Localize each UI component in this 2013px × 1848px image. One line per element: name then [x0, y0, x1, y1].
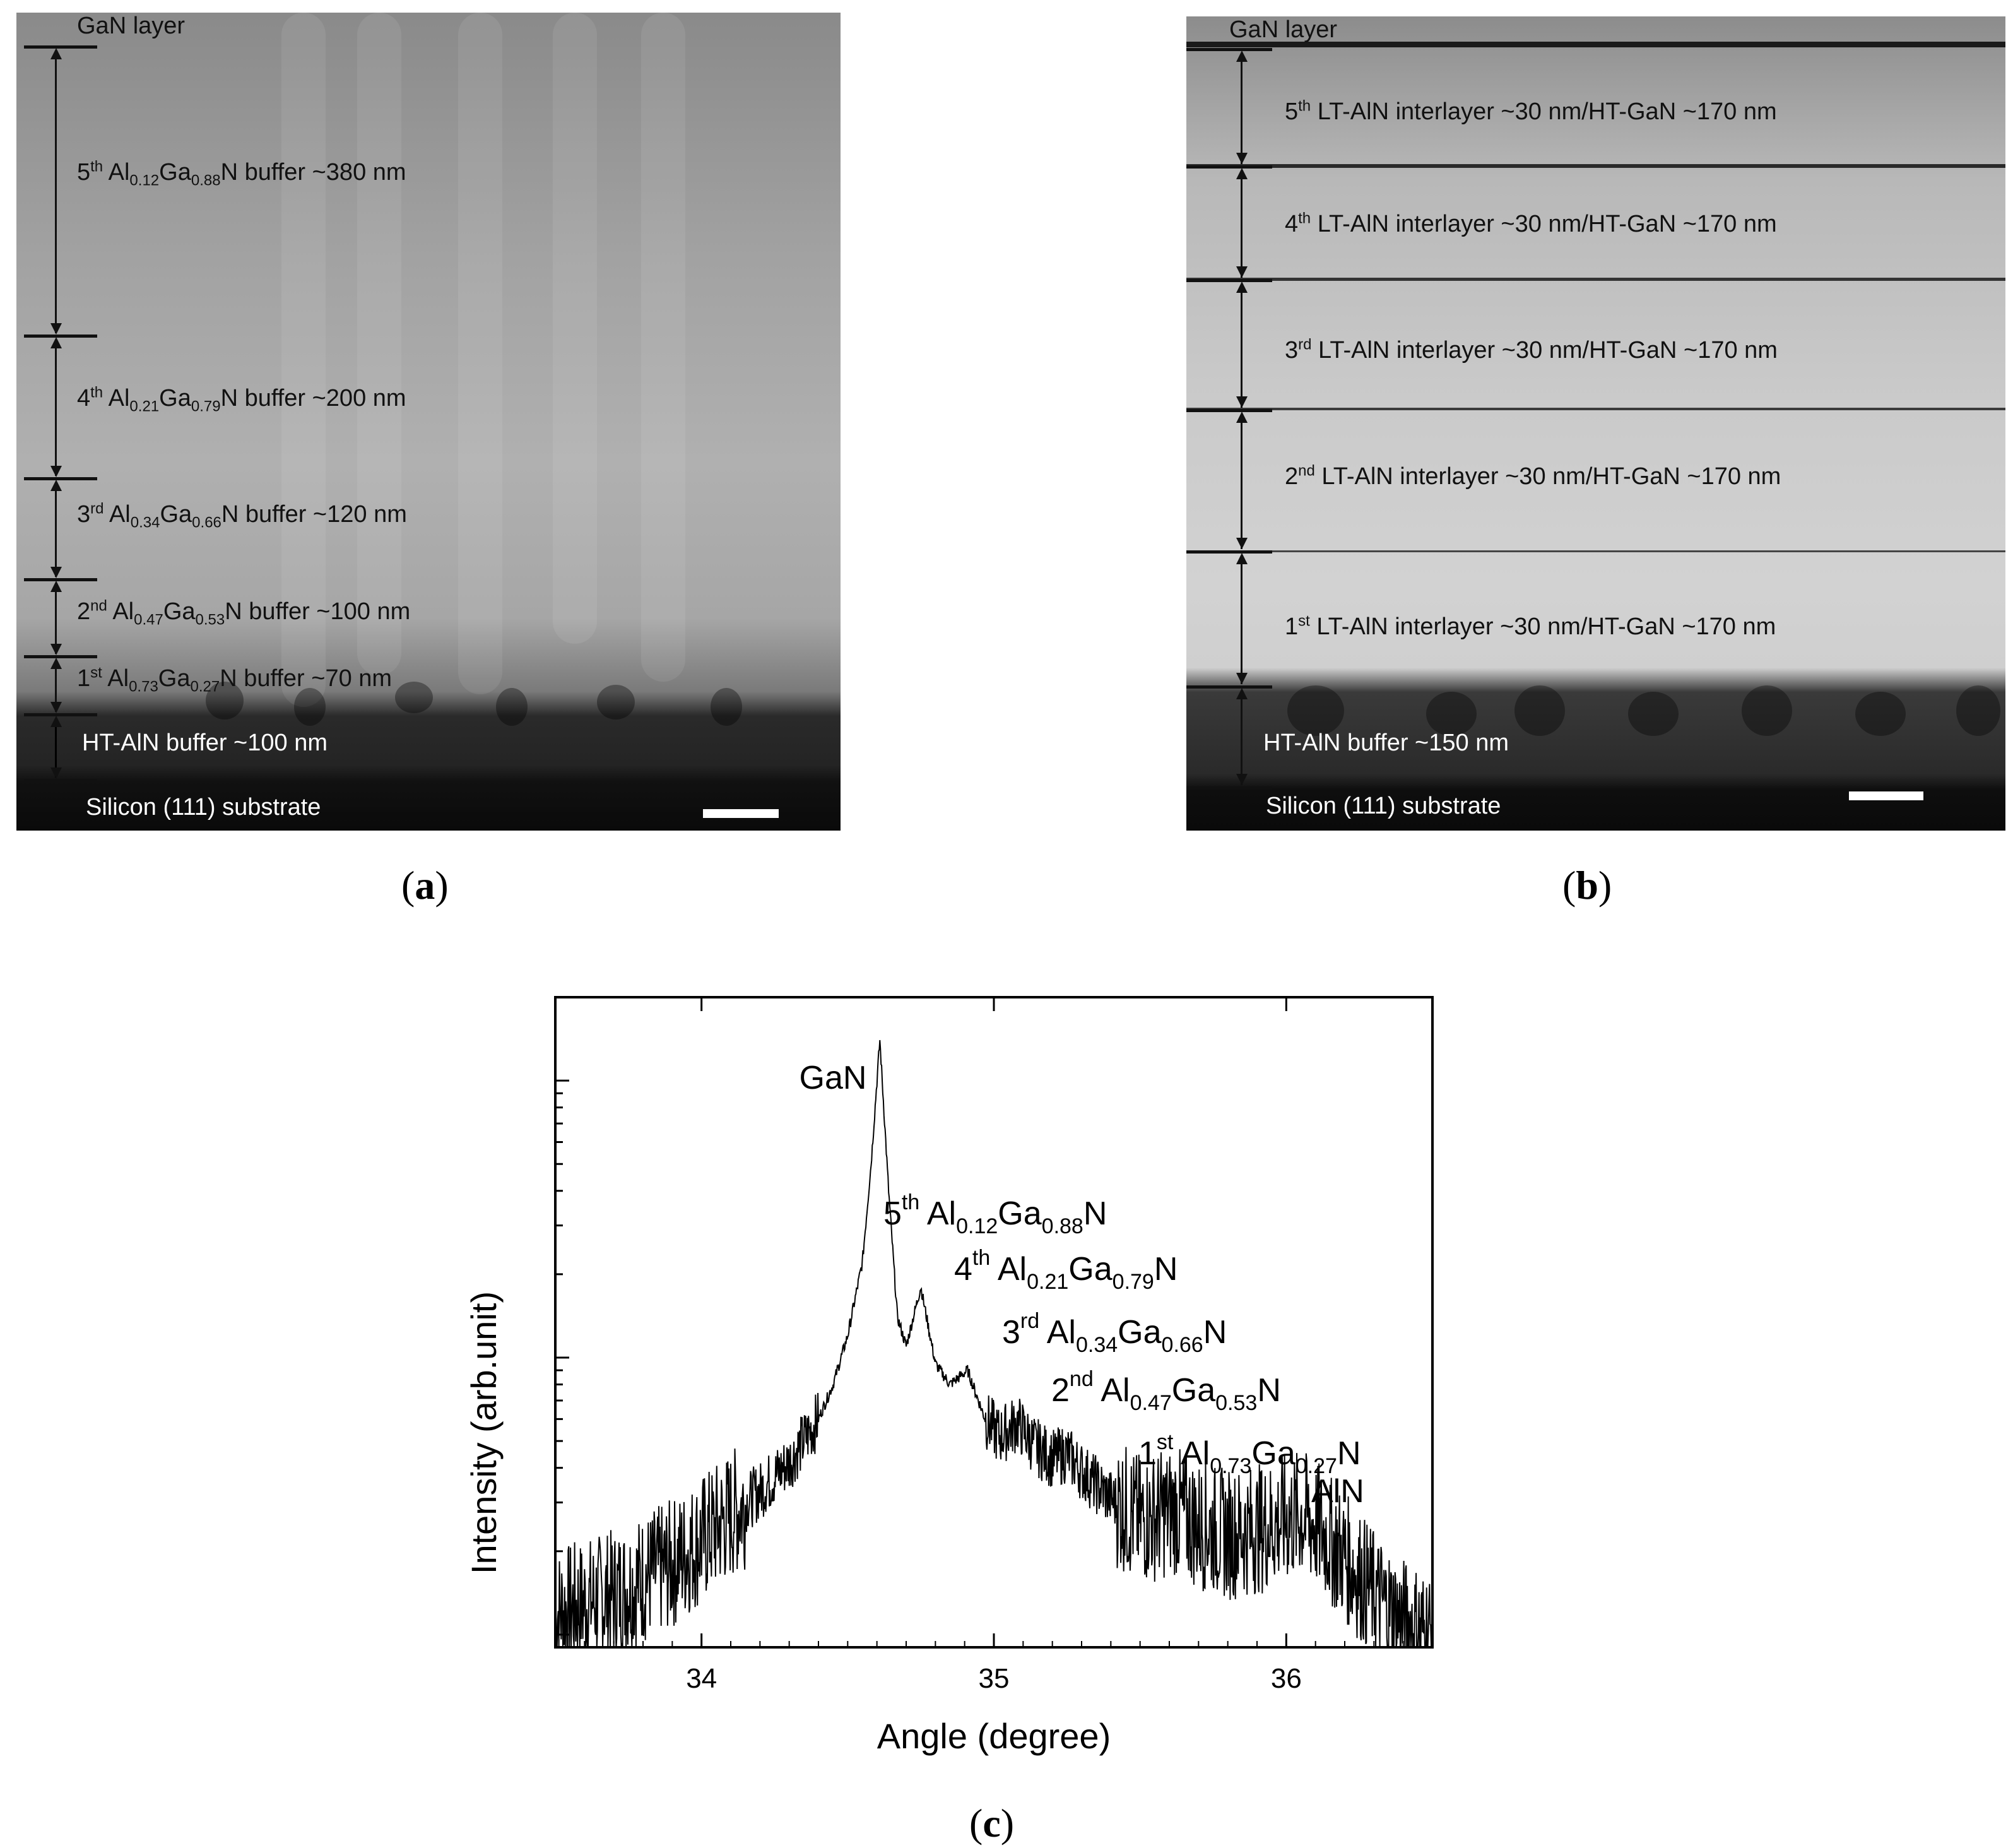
peak-label-part: 3 — [1002, 1314, 1020, 1351]
scale-bar-b — [1849, 791, 1923, 800]
peak-label-part: Al — [990, 1251, 1027, 1288]
peak-label-part: 0.47 — [1130, 1391, 1172, 1415]
peak-label-part: th — [972, 1246, 990, 1270]
peak-label: AlN — [1311, 1473, 1364, 1510]
x-tick-label: 34 — [686, 1663, 717, 1694]
gan-layer-label-a: GaN layer — [77, 13, 186, 39]
peak-label-part: N — [1337, 1435, 1361, 1472]
peak-label: 2nd Al0.47Ga0.53N — [1051, 1367, 1281, 1415]
peak-label-part: 0.53 — [1215, 1391, 1257, 1415]
peak-label-part: rd — [1020, 1309, 1039, 1333]
peak-label-part: N — [1203, 1314, 1227, 1351]
peak-label-part: Ga — [998, 1195, 1041, 1232]
x-tick-label: 35 — [979, 1663, 1010, 1694]
peak-label-part: 0.88 — [1042, 1214, 1083, 1238]
peak-label-part: 0.27 — [1296, 1454, 1337, 1478]
plot-frame — [554, 996, 1434, 1649]
layer-label-b-1: 1st LT-AlN interlayer ~30 nm/HT-GaN ~170… — [1285, 612, 1776, 640]
peak-label-part: N — [1083, 1195, 1107, 1232]
tem-image-a: GaN layer 5th Al0.12Ga0.88N buffer ~380 … — [16, 13, 841, 831]
peak-label-part: 0.12 — [956, 1214, 998, 1238]
x-axis-label: Angle (degree) — [877, 1716, 1111, 1756]
scale-bar-a — [703, 809, 779, 818]
peak-label-part: Al — [919, 1195, 956, 1232]
peak-label: 4th Al0.21Ga0.79N — [954, 1246, 1178, 1294]
substrate-label-a: Silicon (111) substrate — [86, 794, 321, 820]
peak-label-part: th — [902, 1190, 919, 1214]
peak-label-part: nd — [1070, 1367, 1094, 1391]
peak-label: 3rd Al0.34Ga0.66N — [1002, 1309, 1227, 1357]
layer-label-b-4: 4th LT-AlN interlayer ~30 nm/HT-GaN ~170… — [1285, 210, 1777, 237]
x-tick-label: 36 — [1271, 1663, 1302, 1694]
ht-buffer-label-a: HT-AlN buffer ~100 nm — [82, 730, 328, 756]
peak-label-part: N — [1154, 1251, 1178, 1288]
caption-a: (a) — [401, 863, 449, 908]
gan-layer-label-b: GaN layer — [1229, 16, 1338, 43]
substrate-label-b: Silicon (111) substrate — [1266, 793, 1501, 819]
peak-label-part: Al — [1039, 1314, 1076, 1351]
peak-label-part: 0.21 — [1027, 1270, 1068, 1294]
peak-label-part: Ga — [1068, 1251, 1112, 1288]
tem-image-b: GaN layer 5th LT-AlN interlayer ~30 nm/H… — [1186, 16, 2005, 831]
xrd-curve — [555, 1040, 1433, 1648]
peak-label-part: 4 — [954, 1251, 972, 1288]
peak-label-part: N — [1257, 1372, 1281, 1409]
peak-label-part: 1 — [1138, 1435, 1157, 1472]
layer-label-b-3: 3rd LT-AlN interlayer ~30 nm/HT-GaN ~170… — [1285, 336, 1778, 364]
layer-label-b-2: 2nd LT-AlN interlayer ~30 nm/HT-GaN ~170… — [1285, 462, 1781, 490]
layer-label-a-1: 1st Al0.73Ga0.27N buffer ~70 nm — [77, 664, 393, 696]
peak-label-part: 0.73 — [1210, 1454, 1251, 1478]
peak-label-part: 5 — [883, 1195, 902, 1232]
peak-label-part: Al — [1094, 1372, 1130, 1409]
peak-label-part: Ga — [1118, 1314, 1161, 1351]
caption-b: (b) — [1562, 863, 1612, 908]
layer-label-a-2: 2nd Al0.47Ga0.53N buffer ~100 nm — [77, 597, 411, 629]
peak-label-part: 0.34 — [1076, 1333, 1118, 1357]
peak-label-part: 0.79 — [1113, 1270, 1154, 1294]
peak-label-part: 2 — [1051, 1372, 1070, 1409]
peak-label: GaN — [800, 1060, 867, 1096]
peak-label: 5th Al0.12Ga0.88N — [883, 1190, 1107, 1238]
layer-label-b-5: 5th LT-AlN interlayer ~30 nm/HT-GaN ~170… — [1285, 97, 1777, 125]
peak-label-part: 0.66 — [1162, 1333, 1203, 1357]
peak-label-part: st — [1157, 1430, 1174, 1454]
ht-buffer-label-b: HT-AlN buffer ~150 nm — [1263, 730, 1509, 756]
layer-label-a-3: 3rd Al0.34Ga0.66N buffer ~120 nm — [77, 500, 407, 531]
y-axis-label: Intensity (arb.unit) — [464, 1291, 504, 1574]
peak-label-part: Ga — [1251, 1435, 1295, 1472]
layer-label-a-5: 5th Al0.12Ga0.88N buffer ~380 nm — [77, 158, 406, 189]
peak-label: 1st Al0.73Ga0.27N — [1138, 1430, 1361, 1478]
caption-c: (c) — [969, 1801, 1015, 1845]
layer-label-a-4: 4th Al0.21Ga0.79N buffer ~200 nm — [77, 384, 406, 415]
peak-label-part: Al — [1173, 1435, 1210, 1472]
peak-label-part: Ga — [1172, 1372, 1215, 1409]
